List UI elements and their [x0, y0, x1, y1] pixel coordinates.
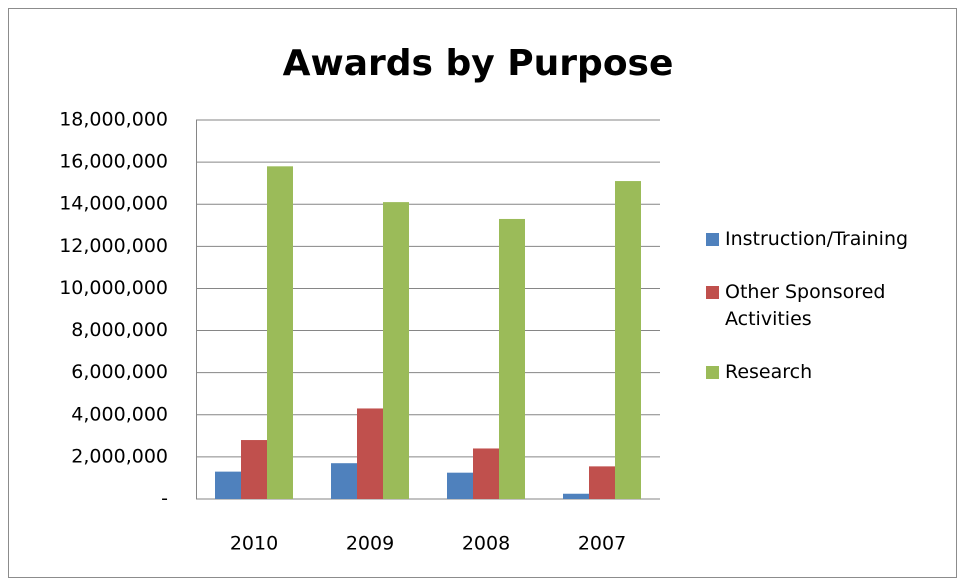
x-tick-label: 2010	[230, 533, 278, 555]
bar	[357, 408, 383, 499]
y-tick-label: 8,000,000	[71, 319, 168, 341]
bar	[615, 181, 641, 500]
bar	[331, 463, 357, 499]
bar	[383, 202, 409, 499]
bar	[241, 440, 267, 499]
y-tick-label: 4,000,000	[71, 403, 168, 425]
legend-label: Research	[725, 361, 813, 383]
chart-frame	[8, 8, 957, 578]
legend-swatch	[706, 286, 719, 299]
y-tick-label: 18,000,000	[59, 109, 168, 131]
y-tick-label: 2,000,000	[71, 445, 168, 467]
x-tick-label: 2007	[578, 533, 626, 555]
legend-item: Research	[706, 359, 946, 386]
legend-swatch	[706, 233, 719, 246]
y-tick-label: 10,000,000	[59, 277, 168, 299]
legend-label: Other Sponsored Activities	[725, 281, 886, 330]
bar	[447, 472, 473, 499]
bar	[267, 166, 293, 500]
legend-swatch	[706, 366, 719, 379]
bar	[589, 466, 615, 499]
x-tick-label: 2008	[462, 533, 510, 555]
legend-item: Other Sponsored Activities	[706, 279, 946, 333]
bar	[499, 218, 525, 499]
bar	[215, 471, 241, 499]
bar	[473, 448, 499, 499]
y-tick-label: 14,000,000	[59, 193, 168, 215]
legend-item: Instruction/Training	[706, 226, 946, 253]
legend-label: Instruction/Training	[725, 228, 909, 250]
chart-title: Awards by Purpose	[283, 43, 674, 84]
y-tick-label: 16,000,000	[59, 151, 168, 173]
bar	[563, 493, 589, 499]
y-tick-label: 12,000,000	[59, 235, 168, 257]
y-tick-label: -	[161, 488, 168, 510]
y-tick-label: 6,000,000	[71, 361, 168, 383]
legend: Instruction/Training Other Sponsored Acti…	[706, 226, 946, 412]
x-tick-label: 2009	[346, 533, 394, 555]
